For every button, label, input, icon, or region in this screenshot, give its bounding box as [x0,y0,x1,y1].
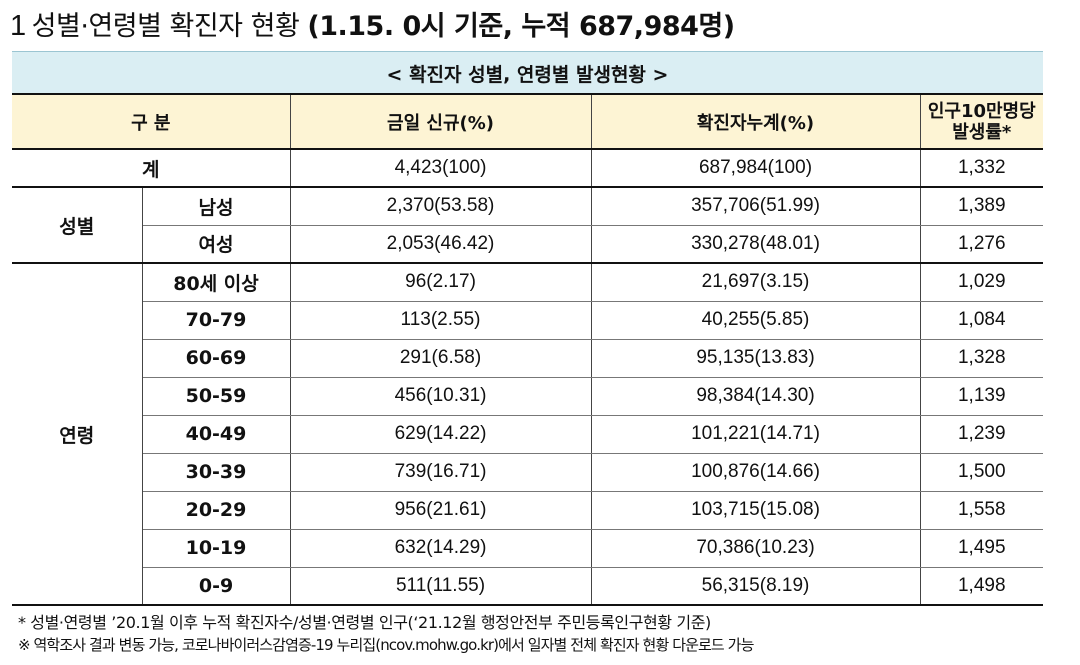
total-daily: 4,423(100) [289,149,592,188]
row-rate: 1,500 [919,453,1044,492]
row-cumulative: 330,278(48.01) [590,225,921,264]
row-rate: 1,029 [919,263,1044,302]
row-daily: 96(2.17) [289,263,592,302]
table-row-age: 연령 80세 이상 96(2.17) 21,697(3.15) 1,029 [12,263,1044,606]
row-cumulative: 101,221(14.71) [590,415,921,454]
row-label: 0-9 [142,567,291,606]
table-row-total: 계 4,423(100) 687,984(100) 1,332 [12,149,1044,188]
header-daily: 금일 신규(%) [289,93,592,150]
table-row-age: 0-9 511(11.55) 56,315(8.19) 1,498 [12,567,1044,606]
row-cumulative: 21,697(3.15) [590,263,921,302]
row-label: 60-69 [142,339,291,378]
row-daily: 2,370(53.58) [289,187,592,226]
header-rate-line1: 인구10만명당 [927,100,1036,122]
footnote-rate: * 성별·연령별 ’20.1월 이후 누적 확진자수/성별·연령별 인구(‘21… [18,613,711,632]
row-rate: 1,276 [919,225,1044,264]
row-label: 여성 [142,225,291,264]
total-rate: 1,332 [919,149,1044,188]
row-cumulative: 40,255(5.85) [590,301,921,340]
row-label: 남성 [141,187,291,226]
row-daily: 511(11.55) [289,567,592,606]
table-row-age: 30-39 739(16.71) 100,876(14.66) 1,500 [12,453,1044,492]
row-label: 40-49 [142,415,291,454]
row-cumulative: 98,384(14.30) [590,377,921,416]
row-cumulative: 70,386(10.23) [590,529,921,568]
row-cumulative: 56,315(8.19) [590,567,921,606]
row-daily: 632(14.29) [289,529,592,568]
table-row-age: 20-29 956(21.61) 103,715(15.08) 1,558 [12,491,1044,530]
table-row-female: 여성 2,053(46.42) 330,278(48.01) 1,276 [12,225,1044,264]
row-label: 50-59 [142,377,291,416]
row-daily: 291(6.58) [289,339,592,378]
footnote-source: ※ 역학조사 결과 변동 가능, 코로나바이러스감염증-19 누리집(ncov.… [18,636,754,654]
total-cumulative: 687,984(100) [590,149,921,188]
section-title: 성별·연령별 확진자 현황 [31,11,300,42]
row-cumulative: 103,715(15.08) [590,491,921,530]
section-number: 1 [10,10,26,42]
row-label: 20-29 [142,491,291,530]
table-row-age: 10-19 632(14.29) 70,386(10.23) 1,495 [12,529,1044,568]
sex-category: 성별 [12,187,143,264]
header-rate-line2: 발생률* [952,121,1012,143]
table-row-age: 50-59 456(10.31) 98,384(14.30) 1,139 [12,377,1044,416]
row-label: 10-19 [142,529,291,568]
table-caption: < 확진자 성별, 연령별 발생현황 > [12,51,1043,94]
row-rate: 1,328 [919,339,1044,378]
row-rate: 1,389 [919,187,1044,226]
row-rate: 1,495 [919,529,1044,568]
table-row-male: 성별 남성 2,370(53.58) 357,706(51.99) 1,389 [12,187,1044,264]
row-daily: 456(10.31) [289,377,592,416]
row-label: 70-79 [142,301,291,340]
row-daily: 629(14.22) [289,415,592,454]
total-label: 계 [12,149,291,188]
row-daily: 956(21.61) [289,491,592,530]
section-basis: (1.15. 0시 기준, 누적 687,984명) [307,11,735,42]
confirmed-cases-table: 구 분 금일 신규(%) 확진자누계(%) 인구10만명당 발생률* 계 4,4… [12,93,1044,606]
header-category: 구 분 [12,93,291,150]
row-rate: 1,239 [919,415,1044,454]
table-header-row: 구 분 금일 신규(%) 확진자누계(%) 인구10만명당 발생률* [12,93,1044,150]
row-cumulative: 357,706(51.99) [590,187,921,226]
row-cumulative: 100,876(14.66) [590,453,921,492]
row-daily: 739(16.71) [289,453,592,492]
row-rate: 1,139 [919,377,1044,416]
table-row-age: 40-49 629(14.22) 101,221(14.71) 1,239 [12,415,1044,454]
row-label: 30-39 [142,453,291,492]
age-category: 연령 [12,263,143,606]
row-cumulative: 95,135(13.83) [590,339,921,378]
header-cumulative: 확진자누계(%) [590,93,921,150]
row-label: 80세 이상 [141,263,291,302]
row-rate: 1,084 [919,301,1044,340]
header-rate: 인구10만명당 발생률* [919,93,1044,150]
row-rate: 1,558 [919,491,1044,530]
row-daily: 2,053(46.42) [289,225,592,264]
page-heading: 1 성별·연령별 확진자 현황 (1.15. 0시 기준, 누적 687,984명… [10,4,735,43]
row-rate: 1,498 [919,567,1044,606]
table-row-age: 60-69 291(6.58) 95,135(13.83) 1,328 [12,339,1044,378]
table-row-age: 70-79 113(2.55) 40,255(5.85) 1,084 [12,301,1044,340]
row-daily: 113(2.55) [289,301,592,340]
